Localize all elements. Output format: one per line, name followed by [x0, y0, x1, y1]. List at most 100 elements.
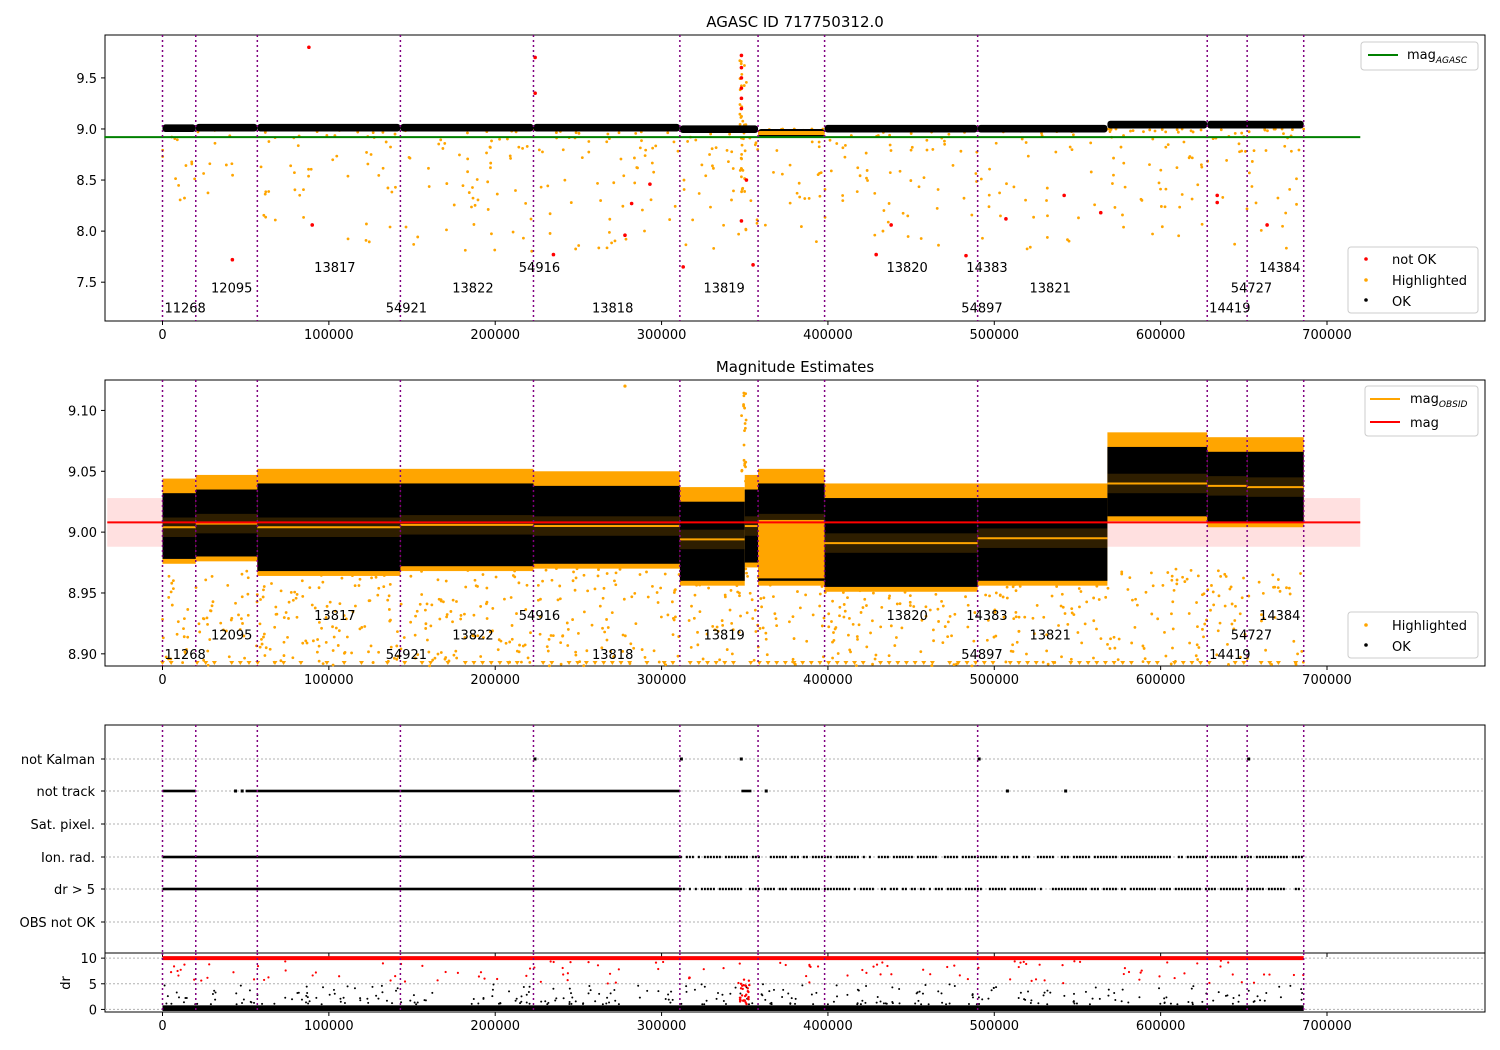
highlighted-point: [1012, 617, 1016, 621]
clipped-point: [514, 661, 520, 665]
flag-point: [1300, 855, 1303, 859]
flag-point: [976, 887, 979, 891]
flag-point: [1141, 855, 1144, 859]
highlighted-point: [508, 640, 512, 644]
highlighted-point: [445, 615, 449, 619]
flag-point: [1105, 855, 1108, 859]
highlighted-point: [833, 627, 837, 631]
dr-ok-point: [801, 984, 804, 987]
dr-ok-point: [380, 984, 383, 987]
highlighted-point: [838, 614, 841, 618]
flag-point: [1210, 887, 1213, 891]
highlighted-point: [844, 144, 847, 147]
flag-point: [682, 887, 685, 891]
highlighted-point: [618, 567, 622, 571]
highlighted-point: [888, 594, 891, 598]
highlighted-point: [298, 193, 302, 197]
flag-point: [847, 855, 850, 859]
highlighted-point: [241, 622, 244, 625]
highlighted-point: [1276, 578, 1280, 581]
dr-ok-point: [992, 986, 995, 989]
flag-point: [1270, 855, 1273, 859]
flag-point: [1258, 887, 1261, 891]
highlighted-point: [1106, 586, 1110, 590]
flag-point: [1276, 855, 1279, 859]
obsid-label: 14419: [1209, 648, 1250, 663]
dr-not-ok-point: [596, 964, 600, 967]
highlighted-point: [973, 611, 977, 614]
flag-point: [934, 855, 937, 859]
flag-point: [1186, 855, 1189, 859]
highlighted-point: [1017, 615, 1021, 619]
flag-point: [1129, 887, 1132, 891]
highlighted-point: [1026, 154, 1030, 158]
dr-not-ok-point: [1013, 960, 1016, 963]
flag-point: [793, 887, 796, 891]
flag-point: [784, 855, 787, 859]
highlighted-point: [1159, 168, 1163, 172]
highlighted-point: [219, 621, 223, 625]
clipped-point: [661, 661, 667, 665]
flag-point: [1078, 887, 1081, 891]
obsid-label: 11268: [164, 302, 205, 317]
dr-ok-point: [328, 993, 331, 996]
dr-not-ok-point: [284, 969, 287, 972]
flag-point: [1120, 855, 1123, 859]
obsid-label: 13818: [592, 302, 633, 317]
highlighted-point: [887, 596, 891, 600]
highlighted-point: [1223, 572, 1227, 576]
flag-point: [1213, 887, 1216, 891]
dr-ok-point: [1072, 992, 1075, 995]
dr-not-ok-point: [1196, 962, 1199, 965]
flag-point: [1180, 887, 1183, 891]
highlighted-point: [176, 620, 180, 624]
dr-ok-point: [273, 1002, 276, 1005]
highlighted-point: [953, 612, 957, 616]
highlighted-point: [204, 578, 208, 582]
highlighted-point: [198, 630, 202, 634]
flag-point: [1153, 855, 1156, 859]
clipped-point: [713, 661, 719, 665]
dr-not-ok-point: [805, 974, 808, 978]
highlighted-point: [744, 567, 748, 571]
flag-point: [931, 855, 934, 859]
clipped-point: [1267, 661, 1273, 665]
highlighted-point: [331, 625, 334, 629]
flag-point: [1015, 855, 1018, 859]
dr-not-ok-point: [172, 965, 176, 968]
dr-ok-point: [339, 1000, 342, 1003]
highlighted-point: [1196, 183, 1200, 187]
x-tick-label: 700000: [1302, 1019, 1352, 1034]
highlighted-point: [599, 199, 603, 202]
clipped-point: [1120, 661, 1126, 665]
dr-not-ok-point: [744, 984, 748, 988]
dr-ok-point: [747, 1003, 750, 1006]
highlighted-point: [1163, 205, 1167, 209]
highlighted-point: [517, 145, 521, 149]
flag-point: [904, 855, 907, 859]
highlighted-point: [676, 654, 680, 658]
dr-ok-point: [898, 1002, 901, 1005]
dr-ok-point: [703, 1003, 706, 1006]
x-tick-label: 0: [158, 673, 166, 688]
obsid-label: 14383: [966, 261, 1007, 276]
flag-point: [694, 887, 697, 891]
dr-not-ok-point: [176, 969, 179, 973]
highlighted-point: [727, 160, 730, 164]
flag-point: [892, 887, 895, 891]
highlighted-point: [1187, 156, 1191, 160]
highlighted-point: [697, 192, 701, 195]
highlighted-point: [659, 586, 663, 590]
highlighted-point: [1116, 658, 1120, 662]
highlighted-point: [827, 612, 831, 616]
highlighted-point: [1099, 637, 1103, 641]
highlighted-point: [649, 198, 653, 202]
dr-ok-point: [261, 1002, 264, 1005]
highlighted-point: [1159, 187, 1162, 191]
highlighted-band: [758, 131, 825, 136]
dr-ok-point: [1030, 999, 1033, 1002]
highlighted-point: [730, 652, 734, 656]
clipped-point: [912, 661, 918, 665]
highlighted-point: [791, 657, 795, 661]
dr-ok-point: [305, 994, 308, 997]
